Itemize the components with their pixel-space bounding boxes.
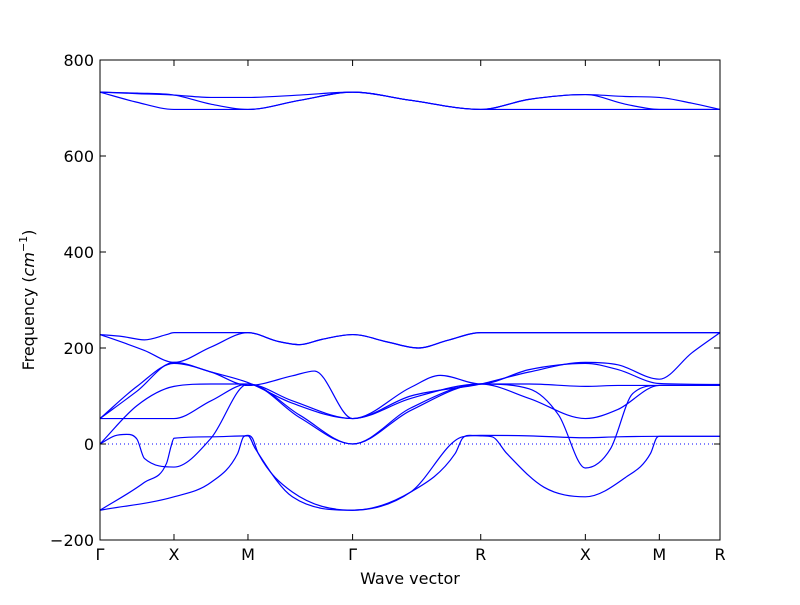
y-tick-label: 800 xyxy=(63,51,94,70)
band-line-9 xyxy=(99,383,720,445)
axes-layer: −200 0 200 400 600 800 Γ X M Γ R X M R xyxy=(50,51,726,564)
x-tick-label: X xyxy=(580,545,591,564)
x-tick-label: R xyxy=(475,545,486,564)
band-line-4 xyxy=(99,332,720,349)
band-line-3 xyxy=(99,91,720,111)
y-axis-label-exponent: −1 xyxy=(17,236,30,252)
band-line-8 xyxy=(100,383,720,420)
x-tick-label: Γ xyxy=(96,545,105,564)
x-tick-label: M xyxy=(652,545,666,564)
y-tick-label: 200 xyxy=(63,339,94,358)
x-tick-label: R xyxy=(714,545,725,564)
x-axis-label: Wave vector xyxy=(360,569,460,588)
y-tick-label: −200 xyxy=(50,531,94,550)
band-line-7 xyxy=(99,362,721,420)
y-tick-label: 400 xyxy=(63,243,94,262)
plot-frame xyxy=(99,59,721,541)
x-tick-label: X xyxy=(169,545,180,564)
y-axis-label-unit: cm xyxy=(19,252,38,276)
x-tick-label: Γ xyxy=(348,545,357,564)
y-axis-label-close: ) xyxy=(19,230,38,236)
band-line-5 xyxy=(99,332,720,364)
band-line-12 xyxy=(99,434,720,511)
y-tick-label: 600 xyxy=(63,147,94,166)
y-axis-label-text: Frequency ( xyxy=(19,276,38,370)
y-axis-label: Frequency (cm−1) xyxy=(17,230,38,371)
x-tick-label: M xyxy=(241,545,255,564)
series-layer xyxy=(99,91,721,511)
band-line-6 xyxy=(99,332,721,420)
band-line-11 xyxy=(99,434,720,511)
y-tick-label: 0 xyxy=(84,435,94,454)
band-line-10 xyxy=(99,383,720,469)
